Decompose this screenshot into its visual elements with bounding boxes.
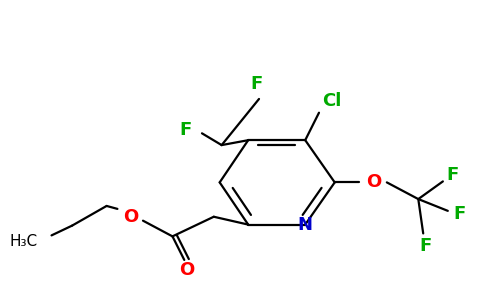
Text: F: F (454, 205, 466, 223)
Text: O: O (366, 173, 382, 191)
Text: N: N (298, 216, 313, 234)
Text: F: F (419, 237, 431, 255)
Text: Cl: Cl (322, 92, 342, 110)
Text: O: O (180, 261, 195, 279)
Text: F: F (250, 75, 262, 93)
Text: O: O (123, 208, 139, 226)
Text: H₃C: H₃C (10, 234, 38, 249)
Text: F: F (447, 166, 459, 184)
Text: F: F (179, 122, 191, 140)
